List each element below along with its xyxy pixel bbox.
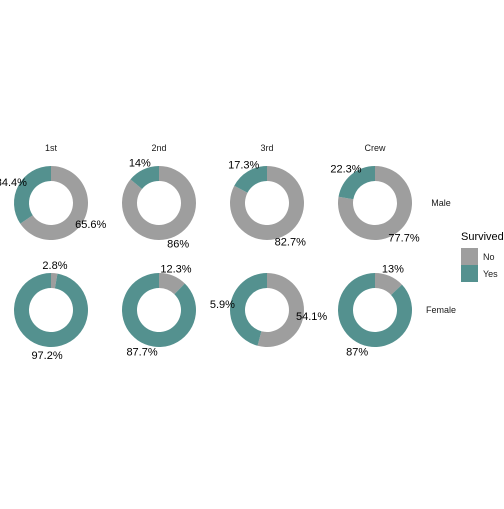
column-strip-crew: Crew (364, 143, 386, 153)
donut-slice-yes (230, 273, 267, 346)
panel-male-2nd: 86% 14% (122, 157, 196, 251)
slice-label-no: 86% (167, 239, 189, 251)
panel-female-2nd: 12.3% 87.7% (122, 263, 197, 359)
panel-male-3rd: 82.7% 17.3% (228, 159, 306, 248)
slice-label-no: 82.7% (275, 237, 306, 249)
slice-label-no: 2.8% (42, 260, 67, 272)
donut-slice-no (122, 166, 196, 240)
facet-strips: 1st 2nd 3rd Crew Male Female (45, 143, 456, 315)
legend: Survived No Yes (461, 231, 504, 282)
panel-male-crew: 77.7% 22.3% (330, 164, 419, 245)
slice-label-no: 54.1% (296, 311, 327, 323)
donut-slice-no (20, 166, 88, 240)
donut-slice-yes (130, 166, 159, 189)
donut-slice-no (375, 273, 402, 295)
donut-slice-yes (122, 273, 197, 348)
slice-label-yes: 22.3% (330, 164, 361, 176)
row-strip-female: Female (426, 305, 456, 315)
donut-slice-no (338, 166, 413, 240)
slice-label-yes: 34.4% (0, 177, 27, 189)
slice-label-no: 65.6% (75, 219, 106, 231)
row-strip-male: Male (431, 198, 451, 208)
legend-key-no (461, 248, 478, 265)
legend-title: Survived (461, 231, 504, 243)
slice-label-yes: 87.7% (126, 347, 157, 359)
panel-female-1st: 2.8% 97.2% (13, 260, 88, 362)
panel-male-1st: 65.6% 34.4% (0, 166, 107, 240)
slice-label-yes: 97.2% (31, 350, 62, 362)
slice-label-no: 12.3% (160, 263, 191, 275)
facet-panels: 65.6% 34.4% 86% 14% 82.7% 17.3% 77.7% 22.3% 2.8%… (0, 157, 420, 362)
donut-slice-yes (338, 273, 412, 348)
donut-slice-no (159, 273, 185, 295)
legend-key-yes (461, 265, 478, 282)
donut-slice-yes (13, 166, 52, 224)
slice-label-yes: 5.9% (210, 299, 235, 311)
slice-label-yes: 14% (129, 157, 151, 169)
donut-slice-no (230, 166, 304, 241)
slice-label-no: 77.7% (388, 232, 419, 244)
donut-slice-no (51, 273, 58, 289)
slice-label-no: 13% (382, 264, 404, 276)
slice-label-yes: 87% (346, 346, 368, 358)
donut-slice-yes (338, 166, 375, 200)
column-strip-1st: 1st (45, 143, 58, 153)
panel-female-crew: 13% 87% (338, 264, 412, 358)
column-strip-2nd: 2nd (151, 143, 166, 153)
legend-label-no: No (483, 252, 495, 262)
donut-slice-no (257, 273, 305, 347)
column-strip-3rd: 3rd (260, 143, 273, 153)
legend-label-yes: Yes (483, 269, 498, 279)
donut-slice-yes (13, 273, 88, 347)
slice-label-yes: 17.3% (228, 159, 259, 171)
donut-slice-yes (234, 166, 267, 193)
panel-female-3rd: 54.1% 5.9% (210, 273, 327, 347)
